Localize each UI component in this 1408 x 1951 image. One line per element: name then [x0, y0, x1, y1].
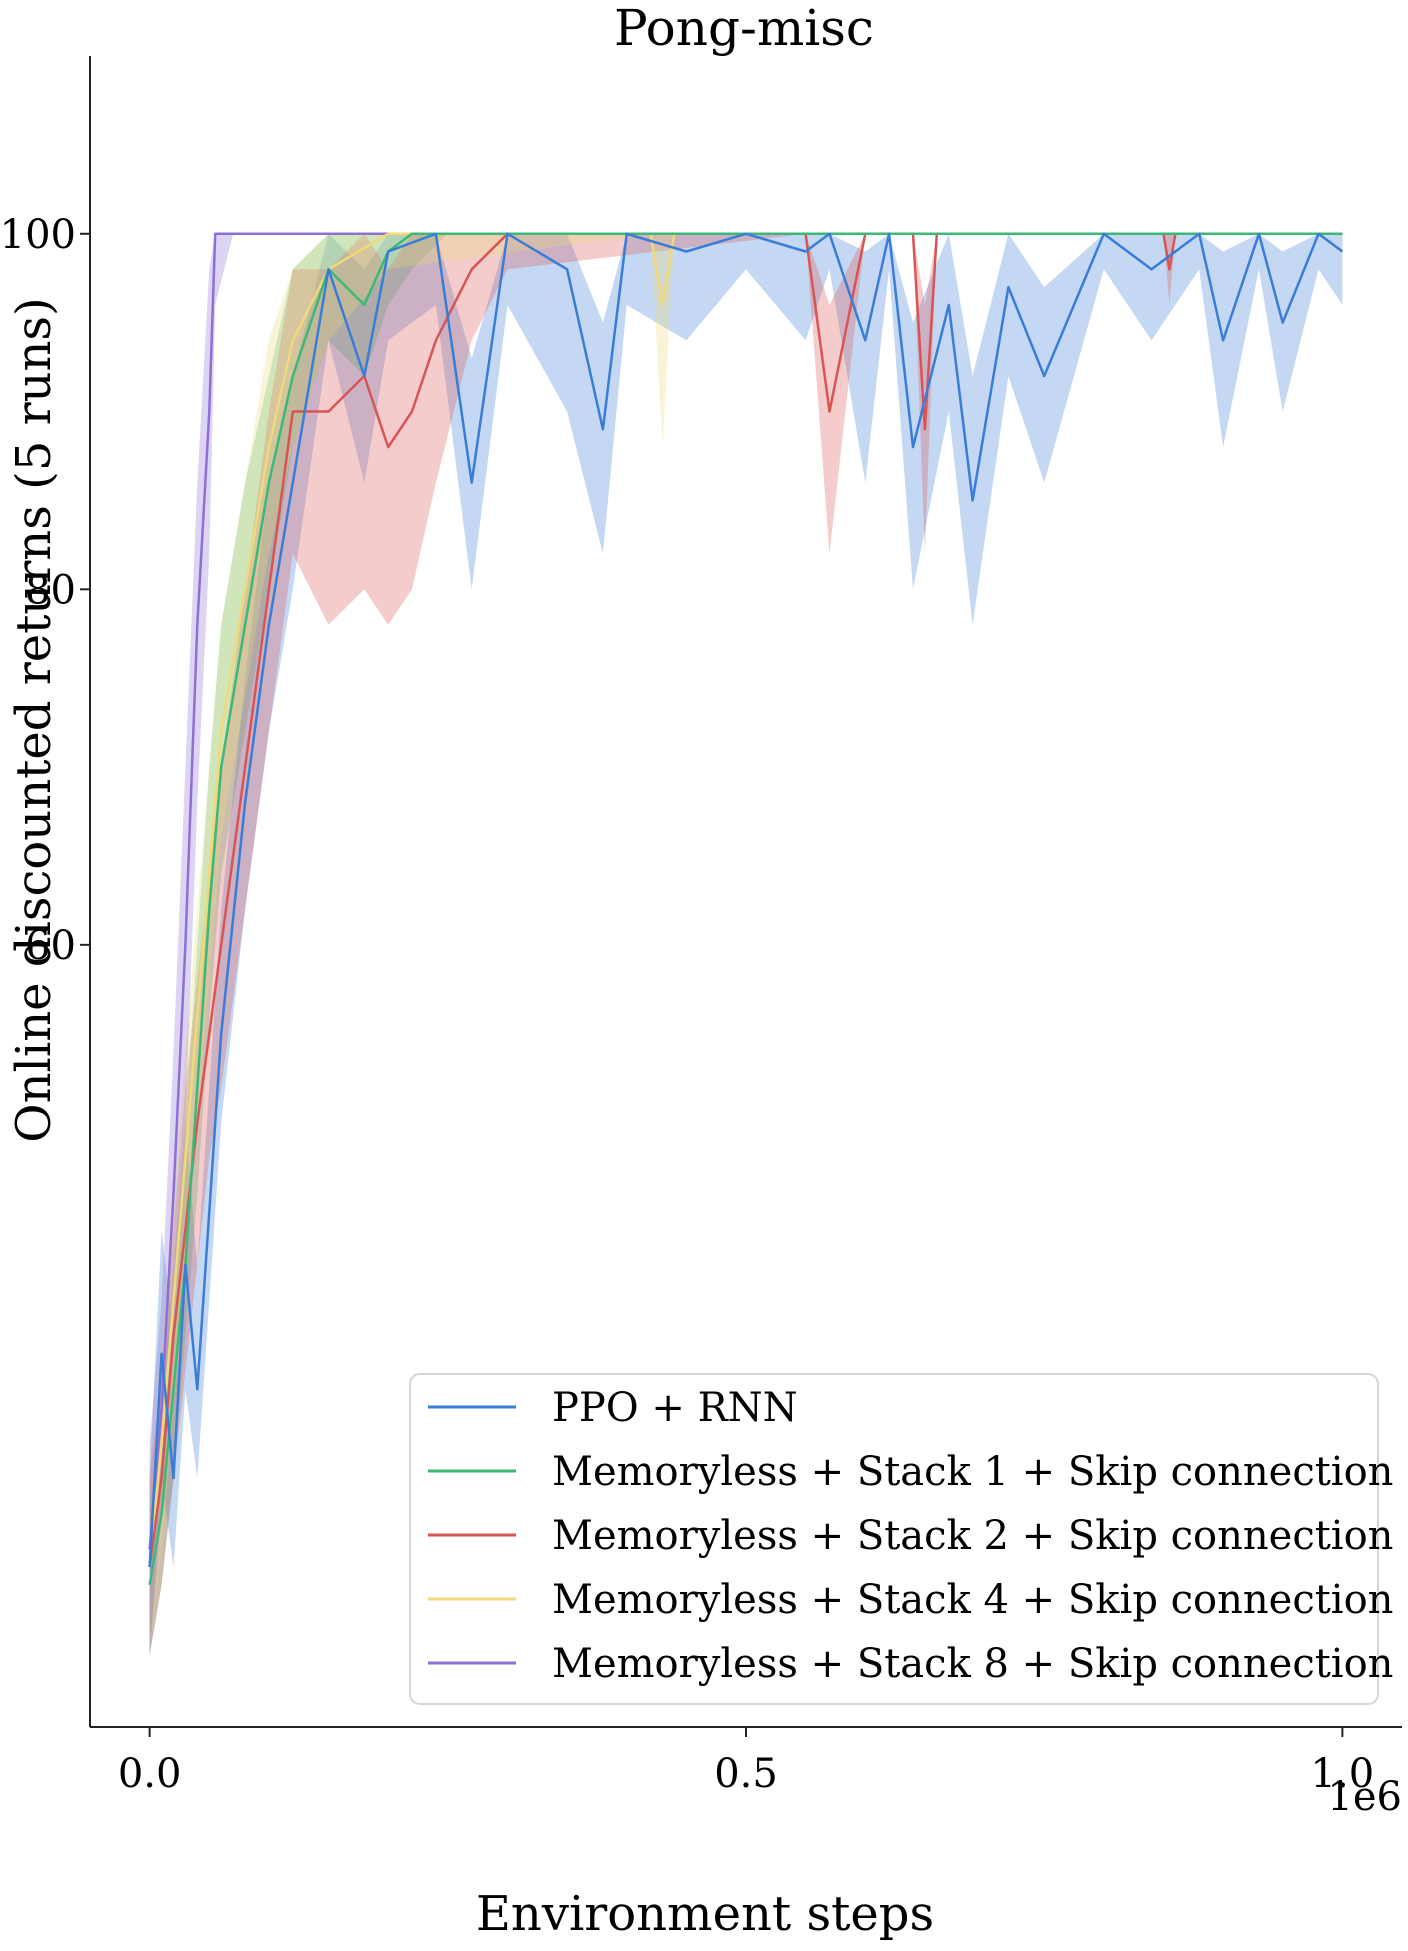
y-ticks: 60 80 100 [0, 212, 90, 969]
series-band-1 [149, 233, 1343, 1656]
x-ticks: 0.0 0.5 1.0 [118, 1727, 1374, 1797]
series-line-1 [148, 232, 1344, 1568]
x-axis-label: Environment steps [476, 1886, 934, 1942]
series-line-4 [148, 232, 1343, 1568]
series-line-5 [148, 232, 1343, 1550]
series-line-2 [148, 232, 1343, 1586]
legend: PPO + RNN Memoryless + Stack 1 + Skip con… [409, 1373, 1393, 1705]
x-offset-label: 1e6 [1327, 1774, 1402, 1820]
legend-label-1: PPO + RNN [552, 1385, 798, 1431]
legend-label-2: Memoryless + Stack 1 + Skip connection [552, 1449, 1393, 1495]
legend-label-5: Memoryless + Stack 8 + Skip connection [552, 1641, 1393, 1687]
x-tick-label: 0.0 [118, 1751, 182, 1797]
y-tick-label: 60 [25, 923, 76, 969]
x-tick-label: 1.0 [1311, 1751, 1375, 1797]
legend-frame [409, 1373, 1379, 1705]
series-lines [148, 232, 1344, 1586]
y-tick-label: 80 [25, 567, 76, 613]
legend-label-3: Memoryless + Stack 2 + Skip connection [552, 1513, 1393, 1559]
legend-label-4: Memoryless + Stack 4 + Skip connection [552, 1577, 1393, 1623]
confidence-bands [149, 233, 1343, 1656]
y-axis-label: Online discounted returns (5 runs) [6, 297, 62, 1143]
chart-title: Pong-misc [614, 0, 874, 57]
x-tick-label: 0.5 [714, 1751, 778, 1797]
y-tick-label: 100 [0, 212, 76, 258]
series-band-4 [149, 233, 1343, 1656]
